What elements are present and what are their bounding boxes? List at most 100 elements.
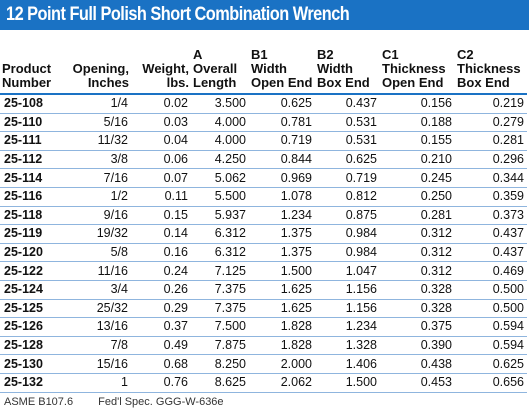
cell-width-open-end: 1.375 — [249, 243, 315, 263]
cell-width-box-end: 0.437 — [315, 94, 380, 114]
cell-width-open-end: 0.625 — [249, 94, 315, 114]
cell-weight: 0.26 — [131, 280, 191, 300]
cell-thickness-open-end: 0.375 — [380, 317, 455, 337]
column-header-thickness-box-end: C2 Thickness Box End — [455, 34, 527, 94]
cell-opening: 1 — [66, 373, 131, 393]
cell-opening: 1/4 — [66, 94, 131, 114]
cell-product-number: 25-118 — [0, 206, 66, 226]
cell-weight: 0.14 — [131, 224, 191, 244]
cell-overall-length: 5.062 — [191, 168, 249, 188]
column-header-line: C1 — [382, 47, 399, 62]
cell-weight: 0.29 — [131, 299, 191, 319]
table-row: 25-122 11/16 0.24 7.125 1.500 1.047 0.312 0.469 — [0, 261, 527, 281]
cell-product-number: 25-119 — [0, 224, 66, 244]
cell-weight: 0.15 — [131, 206, 191, 226]
cell-thickness-box-end: 0.500 — [455, 280, 527, 300]
cell-overall-length: 3.500 — [191, 94, 249, 114]
cell-overall-length: 8.625 — [191, 373, 249, 393]
column-header-line: Width — [317, 61, 353, 76]
cell-width-box-end: 1.500 — [315, 373, 380, 393]
cell-width-open-end: 1.078 — [249, 187, 315, 207]
column-header-line: C2 — [457, 47, 474, 62]
cell-width-box-end: 1.406 — [315, 354, 380, 374]
cell-thickness-open-end: 0.453 — [380, 373, 455, 393]
cell-width-box-end: 0.984 — [315, 243, 380, 263]
cell-width-box-end: 0.719 — [315, 168, 380, 188]
column-header-line: Thickness — [457, 61, 521, 76]
column-header-line: Product — [2, 61, 52, 76]
column-header-width-open-end: B1 Width Open End — [249, 34, 315, 94]
cell-width-open-end: 0.781 — [249, 113, 315, 133]
cell-overall-length: 6.312 — [191, 224, 249, 244]
table-row: 25-118 9/16 0.15 5.937 1.234 0.875 0.281 0.373 — [0, 206, 527, 226]
column-header-line: Inches — [87, 75, 129, 90]
cell-opening: 9/16 — [66, 206, 131, 226]
cell-overall-length: 7.875 — [191, 336, 249, 356]
table-row: 25-120 5/8 0.16 6.312 1.375 0.984 0.312 0.437 — [0, 243, 527, 263]
column-header-thickness-open-end: C1 Thickness Open End — [380, 34, 455, 94]
cell-weight: 0.06 — [131, 150, 191, 170]
cell-width-box-end: 1.328 — [315, 336, 380, 356]
cell-weight: 0.49 — [131, 336, 191, 356]
column-header-line — [68, 48, 129, 62]
cell-opening: 19/32 — [66, 224, 131, 244]
cell-overall-length: 7.375 — [191, 280, 249, 300]
cell-opening: 7/8 — [66, 336, 131, 356]
cell-thickness-box-end: 0.344 — [455, 168, 527, 188]
cell-thickness-box-end: 0.373 — [455, 206, 527, 226]
cell-width-box-end: 1.156 — [315, 299, 380, 319]
column-header-line: Overall — [193, 61, 238, 76]
cell-overall-length: 4.000 — [191, 113, 249, 133]
cell-thickness-box-end: 0.281 — [455, 131, 527, 151]
cell-weight: 0.68 — [131, 354, 191, 374]
table-row: 25-114 7/16 0.07 5.062 0.969 0.719 0.245 0.344 — [0, 168, 527, 188]
cell-width-box-end: 1.234 — [315, 317, 380, 337]
cell-thickness-open-end: 0.328 — [380, 299, 455, 319]
column-header-opening: Opening, Inches — [66, 34, 131, 94]
cell-thickness-open-end: 0.312 — [380, 224, 455, 244]
cell-thickness-open-end: 0.281 — [380, 206, 455, 226]
cell-overall-length: 5.500 — [191, 187, 249, 207]
cell-overall-length: 7.125 — [191, 261, 249, 281]
column-header-line: B1 — [251, 47, 268, 62]
cell-thickness-box-end: 0.296 — [455, 150, 527, 170]
cell-overall-length: 6.312 — [191, 243, 249, 263]
page-title: 12 Point Full Polish Short Combination W… — [6, 4, 350, 25]
cell-overall-length: 7.375 — [191, 299, 249, 319]
cell-thickness-open-end: 0.328 — [380, 280, 455, 300]
table-body: 25-108 1/4 0.02 3.500 0.625 0.437 0.156 0.219 25… — [0, 94, 527, 393]
cell-product-number: 25-124 — [0, 280, 66, 300]
cell-width-open-end: 1.500 — [249, 261, 315, 281]
cell-width-open-end: 1.625 — [249, 280, 315, 300]
cell-width-box-end: 0.625 — [315, 150, 380, 170]
table-header-row: Product Number Opening, Inches Weight, lbs.… — [0, 34, 527, 94]
cell-weight: 0.07 — [131, 168, 191, 188]
table-row: 25-126 13/16 0.37 7.500 1.828 1.234 0.375 0.594 — [0, 317, 527, 337]
column-header-line: A — [193, 47, 203, 62]
cell-thickness-open-end: 0.188 — [380, 113, 455, 133]
cell-weight: 0.16 — [131, 243, 191, 263]
cell-width-box-end: 0.531 — [315, 113, 380, 133]
column-header-line — [2, 48, 64, 62]
cell-thickness-box-end: 0.219 — [455, 94, 527, 114]
column-header-line: Thickness — [382, 61, 446, 76]
cell-width-box-end: 0.875 — [315, 206, 380, 226]
cell-product-number: 25-130 — [0, 354, 66, 374]
table-row: 25-116 1/2 0.11 5.500 1.078 0.812 0.250 0.359 — [0, 187, 527, 207]
cell-opening: 5/16 — [66, 113, 131, 133]
cell-thickness-box-end: 0.359 — [455, 187, 527, 207]
cell-overall-length: 5.937 — [191, 206, 249, 226]
cell-thickness-box-end: 0.500 — [455, 299, 527, 319]
cell-overall-length: 4.000 — [191, 131, 249, 151]
column-header-line: Box End — [457, 75, 510, 90]
cell-product-number: 25-122 — [0, 261, 66, 281]
table-row: 25-125 25/32 0.29 7.375 1.625 1.156 0.328 0.500 — [0, 299, 527, 319]
cell-overall-length: 8.250 — [191, 354, 249, 374]
column-header-weight: Weight, lbs. — [131, 34, 191, 94]
cell-overall-length: 4.250 — [191, 150, 249, 170]
table-row: 25-130 15/16 0.68 8.250 2.000 1.406 0.438 0.625 — [0, 354, 527, 374]
column-header-product-number: Product Number — [0, 34, 66, 94]
column-header-line: Opening, — [72, 61, 129, 76]
cell-product-number: 25-126 — [0, 317, 66, 337]
standard-note: ASME B107.6 — [4, 396, 74, 408]
